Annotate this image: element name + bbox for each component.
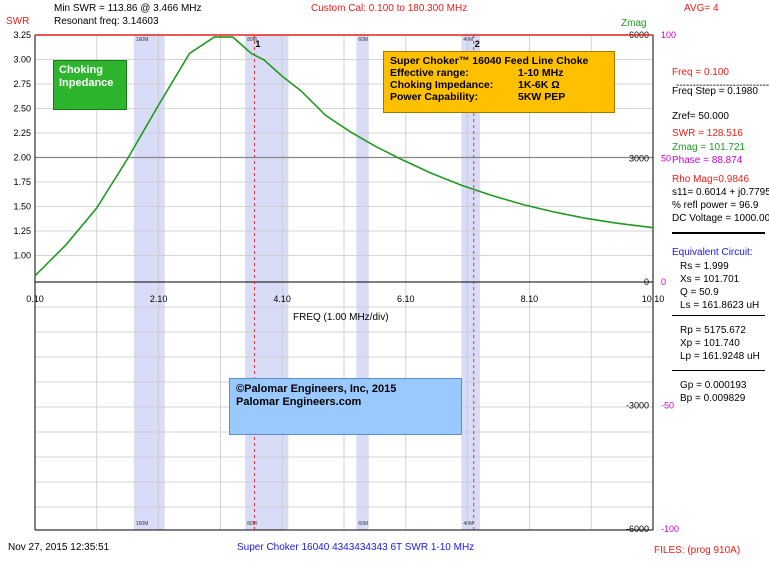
ls-readout: Ls = 161.8623 uH	[680, 300, 760, 311]
zmag-axis-title: Zmag	[621, 18, 647, 29]
series-layer	[34, 36, 654, 277]
panel-divider	[672, 370, 765, 371]
copyright-box: ©Palomar Engineers, Inc, 2015 Palomar En…	[229, 378, 462, 435]
swr-tick-label: 1.75	[13, 177, 31, 187]
freq-readout: Freq = 0.100	[672, 67, 729, 78]
info-row: Effective range: 1-10 MHz	[390, 67, 564, 79]
info-row: Power Capability: 5KW PEP	[390, 91, 566, 103]
swr-tick-label: 1.25	[13, 226, 31, 236]
panel-top-rule: ----------------------------	[676, 80, 769, 91]
bp-readout: Bp = 0.009829	[680, 393, 746, 404]
custom-cal-readout: Custom Cal: 0.100 to 180.300 MHz	[311, 3, 468, 14]
x-tick-label: 10.10	[642, 294, 665, 304]
swr-tick-label: 2.50	[13, 104, 31, 114]
choking-impedance-label: Choking Inpedance	[53, 60, 127, 110]
tick-label-layer: 3.25 3.00 2.75 2.50 2.25 2.00 1.75 1.50 1.25 1.00…	[13, 30, 679, 534]
rho-mag-readout: Rho Mag=0.9846	[672, 174, 750, 185]
gp-readout: Gp = 0.000193	[680, 380, 747, 391]
xp-readout: Xp = 101.740	[680, 338, 740, 349]
resonant-freq-readout: Resonant freq: 3.14603	[54, 16, 159, 27]
zmag-tick-label: 0	[644, 277, 649, 287]
phase-tick-label: 50	[661, 154, 671, 164]
lp-readout: Lp = 161.9248 uH	[680, 351, 760, 362]
swr-tick-label: 3.25	[13, 30, 31, 40]
marker-label: 1	[255, 39, 260, 49]
phase-tick-label: -100	[661, 524, 679, 534]
swr-tick-label: 2.25	[13, 128, 31, 138]
rp-readout: Rp = 5175.672	[680, 325, 746, 336]
info-row: Choking Impedance: 1K-6K Ω	[390, 79, 560, 91]
band-label: 60M	[358, 37, 368, 43]
grid-layer	[34, 34, 654, 531]
x-axis-label: FREQ (1.00 MHz/div)	[293, 312, 389, 323]
min-swr-readout: Min SWR = 113.86 @ 3.466 MHz	[54, 3, 202, 14]
refl-power-readout: % refl power = 96.9	[672, 200, 759, 211]
swr-tick-label: 2.75	[13, 79, 31, 89]
files-readout: FILES: (prog 910A)	[654, 545, 741, 556]
band-label: 60M	[358, 521, 368, 527]
phase-tick-label: 0	[661, 277, 666, 287]
x-tick-label: 6.10	[397, 294, 415, 304]
panel-divider	[672, 315, 765, 316]
x-tick-label: 8.10	[521, 294, 539, 304]
band-label: 160M	[136, 37, 149, 43]
s11-readout: s11= 0.6014 + j0.7795	[672, 187, 769, 198]
zmag-tick-label: -3000	[626, 401, 649, 411]
band-label: 160M	[136, 521, 149, 527]
avg-readout: AVG= 4	[684, 3, 719, 14]
dc-voltage-readout: DC Voltage = 1000.00	[672, 213, 769, 224]
phase-readout: Phase = 88.874	[672, 155, 743, 166]
phase-tick-label: 100	[661, 30, 676, 40]
zmag-tick-label: -6000	[626, 524, 649, 534]
zmag-tick-label: 3000	[629, 154, 649, 164]
q-readout: Q = 50.9	[680, 287, 719, 298]
band-label: 40M	[463, 37, 473, 43]
swr-tick-label: 1.50	[13, 202, 31, 212]
swr-tick-label: 3.00	[13, 55, 31, 65]
band-label: 40M	[463, 521, 473, 527]
band-label: 80M	[247, 521, 257, 527]
swr-tick-label: 2.00	[13, 153, 31, 163]
phase-tick-label: -50	[661, 401, 674, 411]
rs-readout: Rs = 1.999	[680, 261, 729, 272]
zmag-series-line	[34, 36, 654, 277]
x-tick-label: 0.10	[26, 294, 44, 304]
datetime-stamp: Nov 27, 2015 12:35:51	[8, 542, 110, 553]
chart-caption: Super Choker 16040 4343434343 6T SWR 1-1…	[237, 542, 475, 553]
xs-readout: Xs = 101.701	[680, 274, 740, 285]
swr-readout: SWR = 128.516	[672, 128, 743, 139]
product-title: Super Choker™ 16040 Feed Line Choke	[390, 55, 589, 67]
panel-divider	[672, 232, 765, 234]
zmag-readout: Zmag = 101.721	[672, 142, 746, 153]
product-info-box: Super Choker™ 16040 Feed Line Choke Effe…	[383, 51, 615, 113]
x-tick-label: 4.10	[273, 294, 291, 304]
x-tick-label: 2.10	[150, 294, 168, 304]
swr-tick-label: 1.00	[13, 251, 31, 261]
equivalent-circuit-title: Equivalent Circuit:	[672, 247, 753, 258]
swr-axis-title: SWR	[6, 16, 30, 27]
zref-readout: Zref= 50.000	[672, 111, 729, 122]
freq-step-readout: Freq Step = 0.1980	[672, 86, 758, 97]
marker-label: 2	[475, 39, 480, 49]
band-label: 80M	[247, 37, 257, 43]
